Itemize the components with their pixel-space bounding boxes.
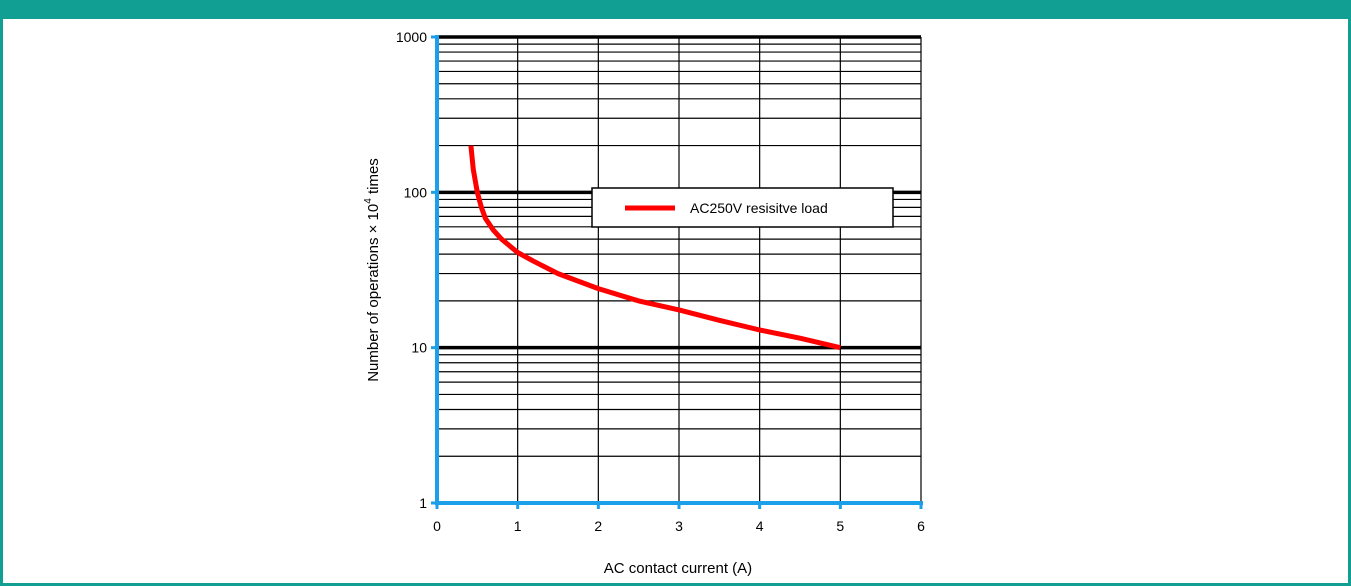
x-tick-label: 5	[836, 518, 844, 534]
series-layer	[468, 145, 841, 351]
y-axis-label-prefix: Number of operations × 10	[365, 204, 382, 382]
series-line	[468, 145, 841, 351]
x-axis-label: AC contact current (A)	[604, 560, 752, 577]
legend: AC250V resisitve load	[591, 187, 894, 228]
top-accent-bar	[0, 0, 1351, 19]
legend-label: AC250V resisitve load	[690, 200, 828, 216]
y-tick-label: 1000	[396, 29, 427, 45]
y-tick-label: 10	[411, 340, 427, 356]
x-tick-label: 3	[675, 518, 683, 534]
y-tick-label: 100	[404, 184, 428, 200]
x-tick-labels: 0 1 2 3 4 5 6	[433, 518, 925, 534]
x-tick-label: 1	[514, 518, 522, 534]
y-axis-label: Number of operations × 104 times	[363, 158, 382, 382]
y-tick-label: 1	[419, 495, 427, 511]
x-tick-label: 0	[433, 518, 441, 534]
x-tick-label: 6	[917, 518, 925, 534]
grid	[437, 35, 922, 503]
axes	[431, 35, 923, 509]
y-axis-label-suffix: times	[365, 158, 382, 198]
y-tick-labels: 1 10 100 1000	[396, 29, 427, 511]
y-axis-label-superscript: 4	[363, 198, 374, 204]
x-tick-label: 4	[756, 518, 764, 534]
x-tick-label: 2	[594, 518, 602, 534]
